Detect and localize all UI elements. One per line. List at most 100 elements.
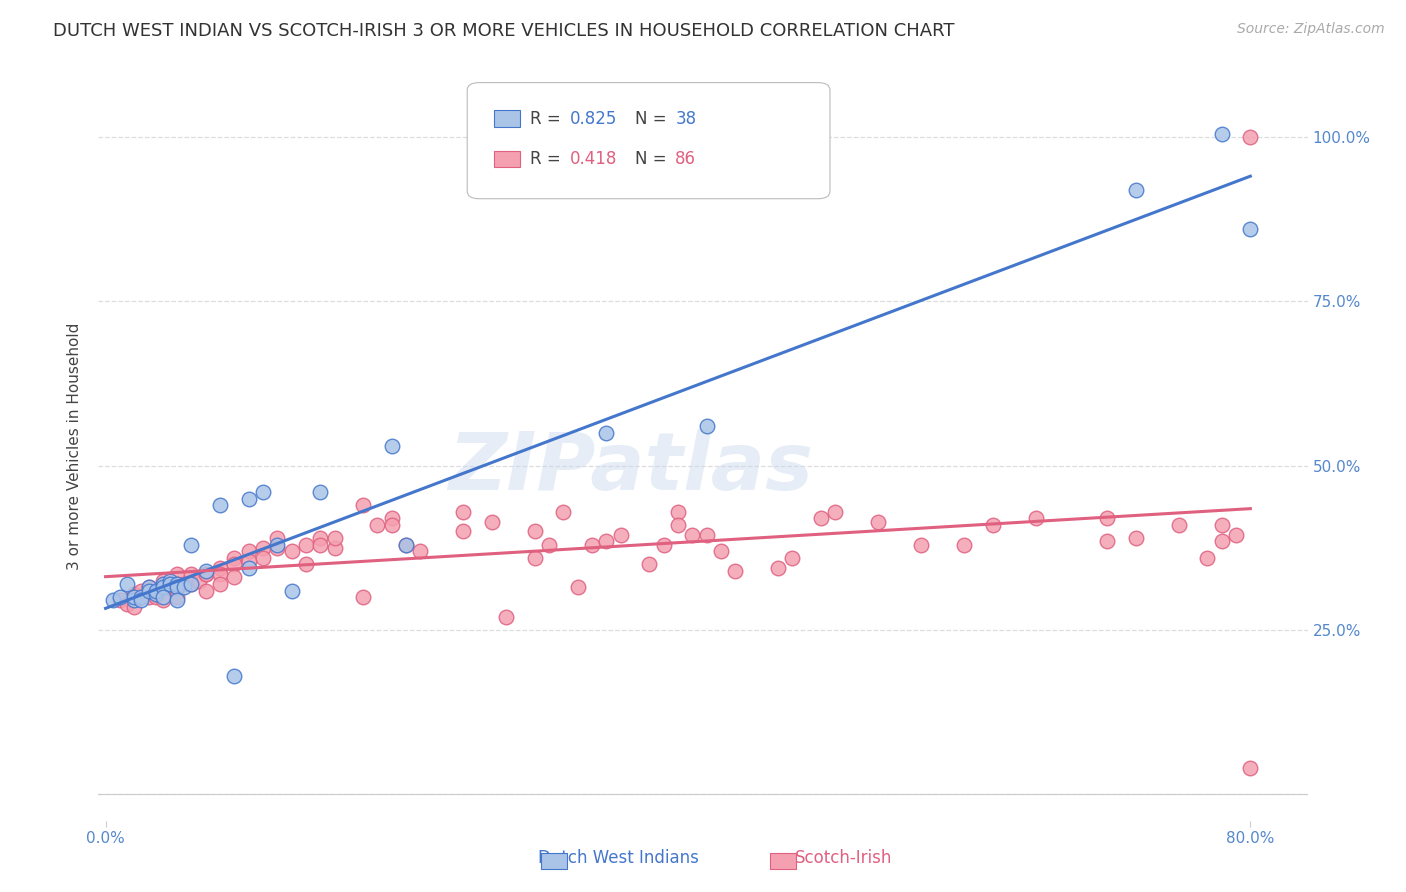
Point bbox=[152, 583, 174, 598]
Point bbox=[910, 538, 932, 552]
Point bbox=[595, 534, 617, 549]
Point bbox=[696, 419, 718, 434]
Point bbox=[224, 550, 246, 565]
Point bbox=[1239, 130, 1261, 145]
Point bbox=[173, 580, 195, 594]
FancyBboxPatch shape bbox=[494, 111, 520, 127]
Point bbox=[252, 550, 274, 565]
Point bbox=[180, 577, 202, 591]
Point bbox=[108, 593, 131, 607]
Point bbox=[138, 580, 160, 594]
Point bbox=[581, 538, 603, 552]
Point bbox=[1239, 222, 1261, 236]
Point bbox=[166, 590, 188, 604]
Point bbox=[180, 538, 202, 552]
Point bbox=[122, 593, 145, 607]
Point bbox=[194, 567, 217, 582]
Point bbox=[122, 587, 145, 601]
Point bbox=[145, 590, 167, 604]
Point bbox=[309, 531, 332, 545]
Point bbox=[1239, 761, 1261, 775]
Point bbox=[152, 577, 174, 591]
Point bbox=[710, 544, 733, 558]
Text: Source: ZipAtlas.com: Source: ZipAtlas.com bbox=[1237, 22, 1385, 37]
Point bbox=[782, 550, 804, 565]
Point bbox=[122, 590, 145, 604]
Point bbox=[166, 567, 188, 582]
Text: DUTCH WEST INDIAN VS SCOTCH-IRISH 3 OR MORE VEHICLES IN HOUSEHOLD CORRELATION CH: DUTCH WEST INDIAN VS SCOTCH-IRISH 3 OR M… bbox=[53, 22, 955, 40]
Point bbox=[209, 577, 232, 591]
Point bbox=[381, 511, 404, 525]
Point bbox=[1167, 517, 1189, 532]
Point bbox=[666, 505, 689, 519]
Text: Dutch West Indians: Dutch West Indians bbox=[538, 849, 699, 867]
Point bbox=[1211, 534, 1233, 549]
Text: R =: R = bbox=[530, 110, 567, 128]
Point bbox=[1211, 517, 1233, 532]
Text: Scotch-Irish: Scotch-Irish bbox=[794, 849, 893, 867]
Point bbox=[352, 498, 374, 512]
Point bbox=[666, 517, 689, 532]
Point bbox=[595, 425, 617, 440]
Point bbox=[523, 550, 546, 565]
Point bbox=[101, 593, 124, 607]
Point bbox=[766, 560, 789, 574]
Point bbox=[453, 505, 475, 519]
Point bbox=[145, 587, 167, 601]
Point bbox=[252, 541, 274, 555]
Point bbox=[567, 580, 589, 594]
FancyBboxPatch shape bbox=[494, 151, 520, 168]
Point bbox=[209, 567, 232, 582]
Point bbox=[209, 498, 232, 512]
Text: ZIPatlas: ZIPatlas bbox=[449, 429, 813, 508]
Point bbox=[1097, 511, 1119, 525]
Point bbox=[523, 524, 546, 539]
Point bbox=[323, 541, 346, 555]
Point bbox=[173, 577, 195, 591]
Point bbox=[108, 590, 131, 604]
Point bbox=[115, 597, 138, 611]
Point bbox=[122, 600, 145, 615]
Point bbox=[352, 590, 374, 604]
Text: N =: N = bbox=[636, 150, 672, 168]
Point bbox=[1097, 534, 1119, 549]
Point bbox=[131, 583, 153, 598]
Y-axis label: 3 or more Vehicles in Household: 3 or more Vehicles in Household bbox=[67, 322, 83, 570]
Point bbox=[238, 554, 260, 568]
Point bbox=[238, 544, 260, 558]
FancyBboxPatch shape bbox=[467, 83, 830, 199]
Point bbox=[180, 577, 202, 591]
Point bbox=[131, 593, 153, 607]
Point bbox=[1197, 550, 1219, 565]
Point bbox=[238, 560, 260, 574]
Point bbox=[295, 558, 318, 572]
Point bbox=[309, 538, 332, 552]
Point bbox=[495, 610, 517, 624]
Point bbox=[152, 590, 174, 604]
Point bbox=[187, 574, 209, 588]
Point bbox=[266, 538, 288, 552]
Text: 0.418: 0.418 bbox=[569, 150, 617, 168]
Point bbox=[152, 593, 174, 607]
Text: 0.825: 0.825 bbox=[569, 110, 617, 128]
Point bbox=[159, 577, 181, 591]
Point bbox=[166, 593, 188, 607]
Point bbox=[453, 524, 475, 539]
Text: 38: 38 bbox=[675, 110, 696, 128]
Point bbox=[209, 560, 232, 574]
Point bbox=[131, 590, 153, 604]
Point bbox=[395, 538, 418, 552]
Point bbox=[481, 515, 503, 529]
Point bbox=[1211, 127, 1233, 141]
Point bbox=[266, 531, 288, 545]
Point bbox=[152, 574, 174, 588]
Point bbox=[194, 567, 217, 582]
Point bbox=[280, 544, 302, 558]
Point bbox=[194, 564, 217, 578]
Point bbox=[295, 538, 318, 552]
Point bbox=[409, 544, 432, 558]
Point bbox=[166, 577, 188, 591]
Point bbox=[115, 577, 138, 591]
Point bbox=[1125, 183, 1147, 197]
Point bbox=[868, 515, 890, 529]
